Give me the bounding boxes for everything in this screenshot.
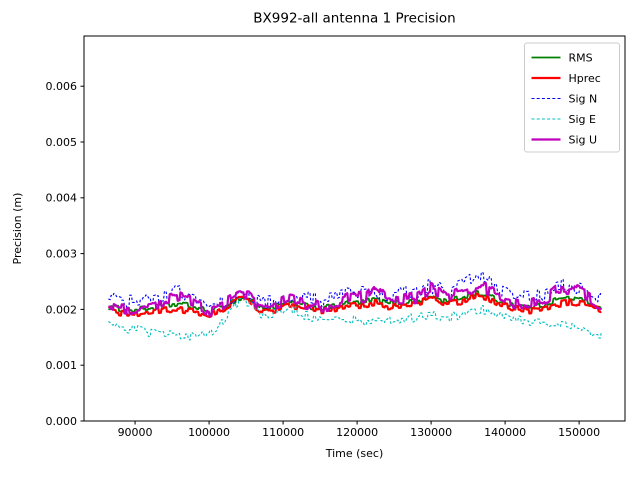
x-tick-label: 150000 [558, 426, 600, 439]
x-ticks: 90000 100000 110000 120000 130000 140000 15000… [118, 421, 600, 439]
x-tick-label: 140000 [484, 426, 526, 439]
series-line-sig-n [108, 271, 602, 310]
legend: RMS Hprec Sig N Sig E Sig U [524, 42, 620, 153]
y-tick-label: 0.002 [46, 303, 78, 316]
y-tick-label: 0.006 [46, 80, 78, 93]
y-tick-label: 0.001 [46, 359, 78, 372]
x-tick-label: 100000 [188, 426, 230, 439]
y-ticks: 0.000 0.001 0.002 0.003 0.004 0.005 0.006 [46, 80, 84, 428]
x-tick-label: 90000 [118, 426, 153, 439]
chart-title: BX992-all antenna 1 Precision [253, 11, 455, 27]
y-tick-label: 0.000 [46, 415, 78, 428]
legend-label-sig-e: Sig E [569, 113, 597, 126]
legend-item-rms: RMS [531, 51, 593, 64]
legend-item-hprec: Hprec [531, 72, 601, 85]
plot-area [107, 271, 603, 341]
legend-label-rms: RMS [569, 51, 593, 64]
y-tick-label: 0.004 [46, 192, 78, 205]
x-axis-label: Time (sec) [325, 447, 384, 460]
series-line-hprec [108, 292, 602, 319]
x-tick-label: 110000 [262, 426, 304, 439]
legend-label-hprec: Hprec [569, 72, 601, 85]
legend-label-sig-n: Sig N [569, 92, 598, 105]
axes-frame [83, 35, 626, 422]
legend-item-sig-e: Sig E [531, 113, 597, 126]
y-tick-label: 0.003 [46, 248, 78, 261]
y-tick-label: 0.005 [46, 136, 78, 149]
legend-item-sig-n: Sig N [531, 92, 598, 105]
x-tick-label: 130000 [410, 426, 452, 439]
y-axis-label: Precision (m) [11, 193, 24, 265]
series-line-sig-u [107, 281, 602, 318]
legend-label-sig-u: Sig U [569, 133, 598, 146]
legend-item-sig-u: Sig U [531, 133, 598, 146]
axes: 90000 100000 110000 120000 130000 140000 15000… [46, 35, 626, 439]
x-tick-label: 120000 [336, 426, 378, 439]
series-line-sig-e [108, 297, 602, 341]
legend-box [524, 42, 620, 153]
